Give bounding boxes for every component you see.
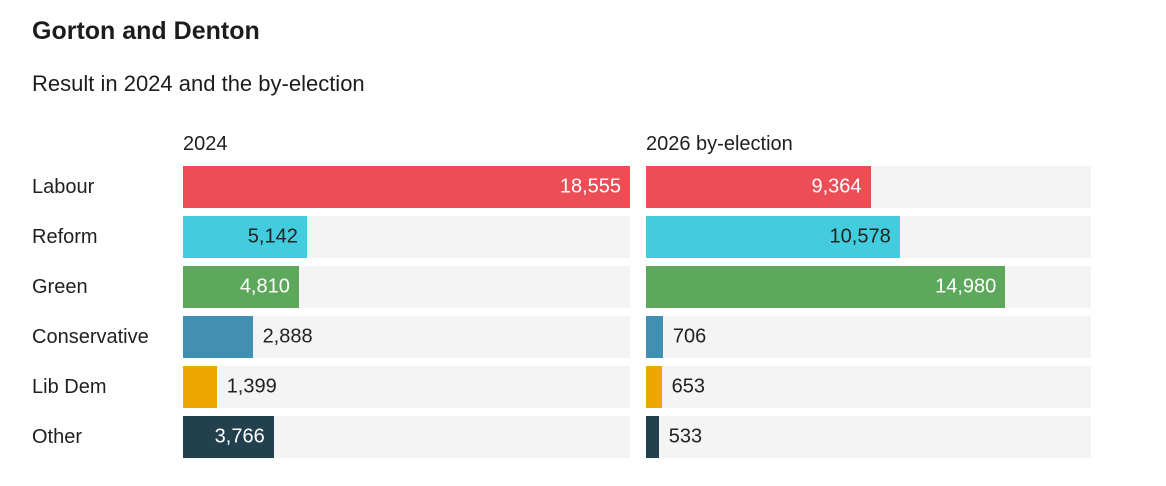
bar-track-2026: 533 [646, 416, 1091, 458]
row-label: Labour [32, 175, 95, 198]
bar-value-inside: 4,810 [239, 275, 290, 298]
chart-row: Green 4,810 14,980 [32, 266, 1166, 308]
column-headers: 2024 2026 by-election [32, 132, 1166, 156]
bar-value-inside: 5,142 [247, 225, 298, 248]
chart-subtitle: Result in 2024 and the by-election [32, 71, 365, 96]
bar-value-outside: 653 [671, 375, 706, 398]
row-label: Reform [32, 225, 98, 248]
bar-value-inside: 3,766 [214, 425, 265, 448]
row-label: Other [32, 425, 83, 448]
bar-2026 [646, 416, 659, 458]
bar-track-2026: 706 [646, 316, 1091, 358]
column-header-2024: 2024 [183, 133, 228, 155]
bar-value-outside: 2,888 [262, 325, 313, 348]
bar-2026: 9,364 [646, 166, 871, 208]
chart-row: Labour 18,555 9,364 [32, 166, 1166, 208]
chart-row: Lib Dem 1,399 653 [32, 366, 1166, 408]
bar-value-outside: 533 [668, 425, 703, 448]
chart-row: Reform 5,142 10,578 [32, 216, 1166, 258]
bar-value-outside: 1,399 [226, 375, 277, 398]
bar-2026 [646, 316, 663, 358]
bar-track-2024: 4,810 [183, 266, 630, 308]
bar-track-2024: 2,888 [183, 316, 630, 358]
chart-row: Other 3,766 533 [32, 416, 1166, 458]
column-header-2026: 2026 by-election [646, 133, 793, 155]
row-label: Lib Dem [32, 375, 107, 398]
bar-2024: 5,142 [183, 216, 307, 258]
chart-row: Conservative 2,888 706 [32, 316, 1166, 358]
bar-track-2026: 9,364 [646, 166, 1091, 208]
chart-title: Gorton and Denton [32, 17, 260, 45]
bar-2024: 3,766 [183, 416, 274, 458]
bar-2024: 18,555 [183, 166, 630, 208]
bar-2024 [183, 316, 253, 358]
bar-track-2024: 3,766 [183, 416, 630, 458]
bar-track-2024: 1,399 [183, 366, 630, 408]
bar-value-outside: 706 [672, 325, 707, 348]
bar-track-2026: 10,578 [646, 216, 1091, 258]
bar-value-inside: 9,364 [811, 175, 862, 198]
bar-chart: 2024 2026 by-election Labour 18,555 9,36… [32, 132, 1166, 458]
bar-value-inside: 10,578 [829, 225, 891, 248]
bar-track-2026: 14,980 [646, 266, 1091, 308]
bar-2024 [183, 366, 217, 408]
chart-container: Gorton and Denton Result in 2024 and the… [32, 17, 1166, 458]
bar-value-inside: 14,980 [935, 275, 997, 298]
bar-2024: 4,810 [183, 266, 299, 308]
bar-2026: 10,578 [646, 216, 900, 258]
bar-track-2026: 653 [646, 366, 1091, 408]
bar-track-2024: 18,555 [183, 166, 630, 208]
bar-value-inside: 18,555 [559, 175, 621, 198]
row-label: Conservative [32, 325, 149, 348]
bar-track-2024: 5,142 [183, 216, 630, 258]
bar-2026 [646, 366, 662, 408]
chart-rows: Labour 18,555 9,364 Reform 5,142 10,578 [32, 166, 1166, 458]
bar-2026: 14,980 [646, 266, 1006, 308]
row-label: Green [32, 275, 88, 298]
